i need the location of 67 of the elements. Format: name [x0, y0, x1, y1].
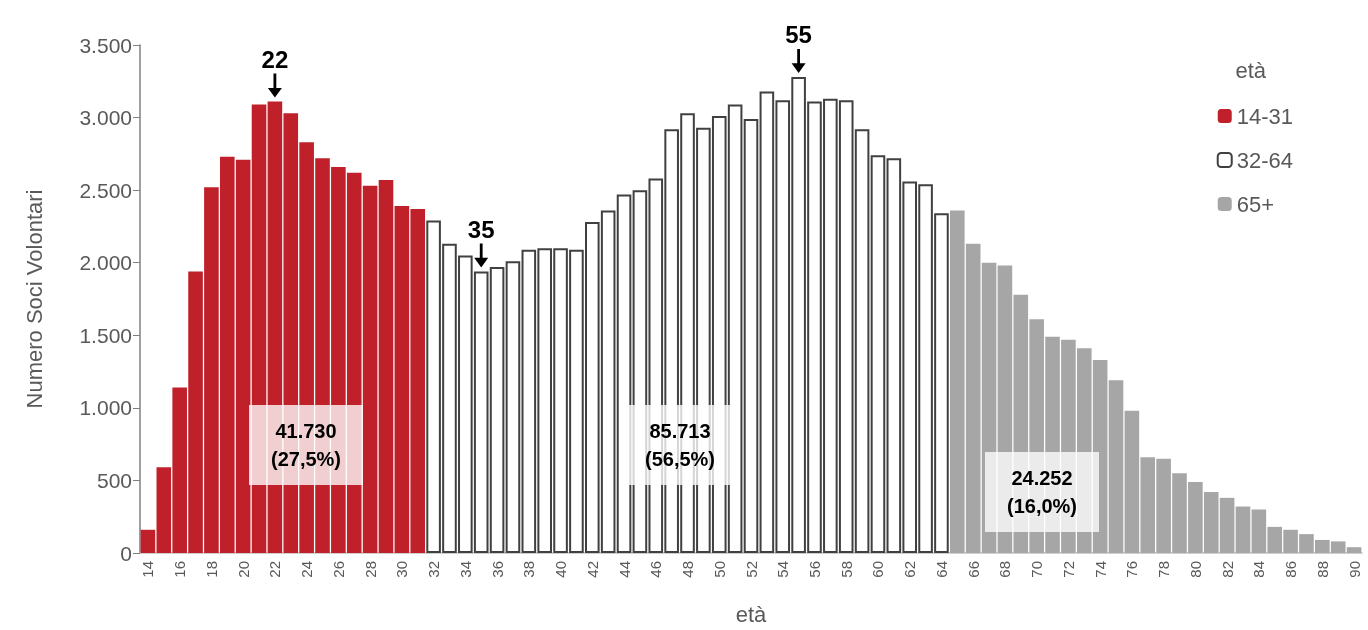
x-tick-label: 36 [488, 561, 506, 578]
x-tick-label: 62 [901, 561, 919, 578]
annotation: 55 [785, 21, 812, 49]
x-tick-label: 58 [837, 561, 855, 578]
y-tick-label: 500 [96, 468, 132, 492]
annotation: 22 [261, 46, 289, 74]
x-tick-label: 84 [1250, 561, 1268, 578]
bar [1346, 547, 1362, 553]
x-tick-label: 28 [361, 561, 379, 578]
x-tick-label: 78 [1155, 561, 1173, 578]
x-tick-label: 14 [139, 561, 157, 578]
x-tick-label: 76 [1123, 561, 1141, 578]
y-tick-label: 0 [120, 541, 132, 565]
x-tick-label: 54 [774, 561, 792, 578]
annotation: 85.713 (56,5%) [622, 405, 738, 485]
x-tick-label: 52 [742, 561, 760, 578]
bar [1108, 380, 1124, 553]
x-tick-label: 66 [964, 561, 982, 578]
x-tick-label: 60 [869, 561, 887, 578]
bar [505, 261, 521, 553]
legend-label: 65+ [1236, 191, 1275, 217]
x-tick-label: 86 [1282, 561, 1300, 578]
legend-label: 14-31 [1236, 103, 1294, 129]
x-tick-label: 50 [710, 561, 728, 578]
x-tick-label: 24 [298, 561, 316, 578]
x-tick-label: 48 [679, 561, 697, 578]
x-tick-label: 56 [805, 561, 823, 578]
x-tick-label: 42 [583, 561, 601, 578]
x-tick-label: 18 [202, 561, 220, 578]
x-tick-label: 80 [1186, 561, 1204, 578]
x-tick-label: 46 [647, 561, 665, 578]
bar [743, 119, 759, 553]
bar [870, 155, 886, 553]
y-axis-title: Numero Soci Volontari [21, 189, 47, 409]
bar [378, 179, 394, 553]
y-tick-label: 2.000 [79, 251, 132, 275]
x-tick-label: 22 [266, 561, 284, 578]
x-tick-label: 82 [1218, 561, 1236, 578]
x-tick-label: 44 [615, 561, 633, 578]
x-tick-label: 34 [456, 561, 474, 578]
x-axis-title: età [735, 601, 768, 627]
bar [1235, 506, 1251, 553]
x-tick-label: 16 [171, 561, 189, 578]
bar [140, 529, 156, 553]
x-tick-label: 38 [520, 561, 538, 578]
x-tick-label: 20 [234, 561, 252, 578]
x-tick-label: 74 [1091, 561, 1109, 578]
y-tick-label: 3.000 [79, 106, 132, 130]
y-tick-label: 1.500 [79, 323, 132, 347]
x-tick-label: 32 [425, 561, 443, 578]
legend-label: 32-64 [1236, 147, 1294, 173]
x-tick-label: 70 [1028, 561, 1046, 578]
x-tick-label: 68 [996, 561, 1014, 578]
annotation: 41.730 (27,5%) [248, 405, 364, 485]
y-tick-label: 3.500 [79, 33, 132, 57]
x-tick-label: 26 [329, 561, 347, 578]
x-tick-label: 72 [1059, 561, 1077, 578]
y-tick-label: 1.000 [79, 396, 132, 420]
x-tick-label: 90 [1345, 561, 1363, 578]
annotation: 24.252 (16,0%) [984, 452, 1100, 532]
y-tick-label: 2.500 [79, 178, 132, 202]
x-tick-label: 64 [932, 561, 950, 578]
annotation: 35 [467, 215, 495, 243]
x-tick-label: 88 [1313, 561, 1331, 578]
x-tick-label: 40 [552, 561, 570, 578]
legend-title: età [1235, 57, 1267, 83]
x-tick-label: 30 [393, 561, 411, 578]
